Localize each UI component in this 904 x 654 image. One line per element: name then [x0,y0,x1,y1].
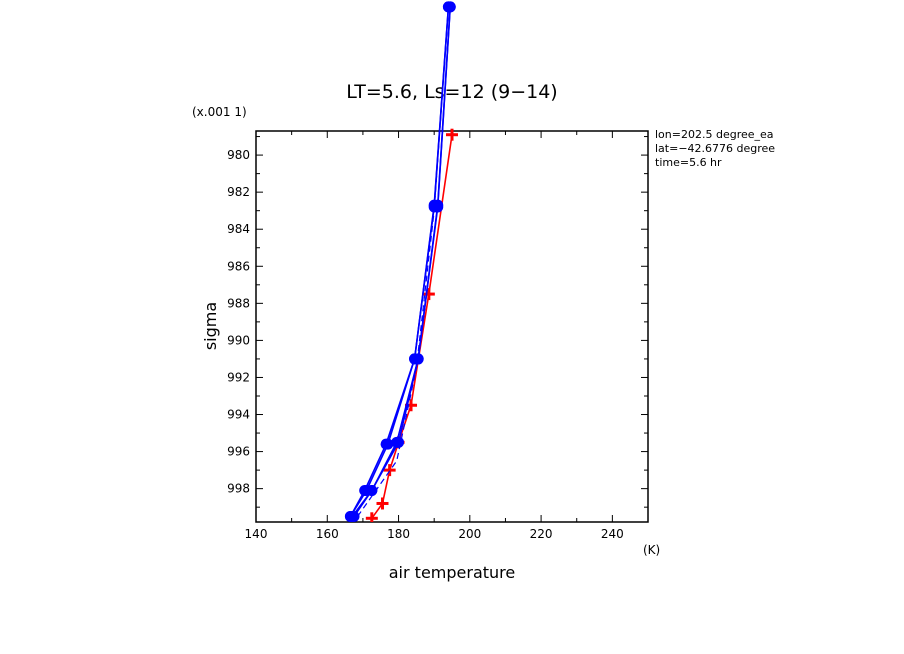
y-tick-label: 996 [227,445,250,459]
series-0 [365,128,458,522]
series-line [371,134,453,519]
x-tick-label: 240 [601,527,624,541]
series-4 [348,1,456,522]
series-5 [357,6,450,517]
y-tick-label: 984 [227,222,250,236]
x-tick-label: 140 [245,527,268,541]
data-point [366,484,378,496]
series-line [357,6,450,517]
data-point [376,497,389,510]
x-unit-label: (K) [643,543,660,557]
y-tick-label: 988 [227,296,250,310]
y-tick-label: 992 [227,370,250,384]
y-tick-label: 982 [227,185,250,199]
data-point [348,510,360,522]
y-tick-label: 998 [227,482,250,496]
data-point [412,353,424,365]
y-tick-label: 994 [227,408,250,422]
x-axis-label: air temperature [389,563,515,582]
annotation-box: lon=202.5 degree_ea lat=−42.6776 degree … [655,128,775,169]
x-tick-label: 160 [316,527,339,541]
data-point [446,128,458,141]
annotation-lon: lon=202.5 degree_ea [655,128,774,141]
annotation-crop [780,125,904,185]
plot-frame [255,130,649,523]
y-tick-label: 986 [227,259,250,273]
x-tick-label: 220 [530,527,553,541]
series-layer [344,1,458,522]
data-point [382,438,394,450]
data-point [444,1,456,13]
data-point [422,288,435,301]
y-axis-label: sigma [201,302,220,350]
annotation-lat: lat=−42.6776 degree [655,142,775,155]
x-tick-label: 200 [458,527,481,541]
annotation-time: time=5.6 hr [655,156,722,169]
data-point [365,512,378,522]
x-tick-label: 180 [387,527,410,541]
y-tick-label: 980 [227,148,250,162]
data-point [393,436,405,448]
data-point [432,201,444,213]
y-tick-label: 990 [227,333,250,347]
chart-title: LT=5.6, Ls=12 (9−14) [346,81,557,103]
data-point [383,464,396,477]
y-unit-label: (x.001 1) [192,105,247,119]
axes: 140 160 180 200 220 240 980 982 984 986 988 990 992 9… [227,130,649,541]
